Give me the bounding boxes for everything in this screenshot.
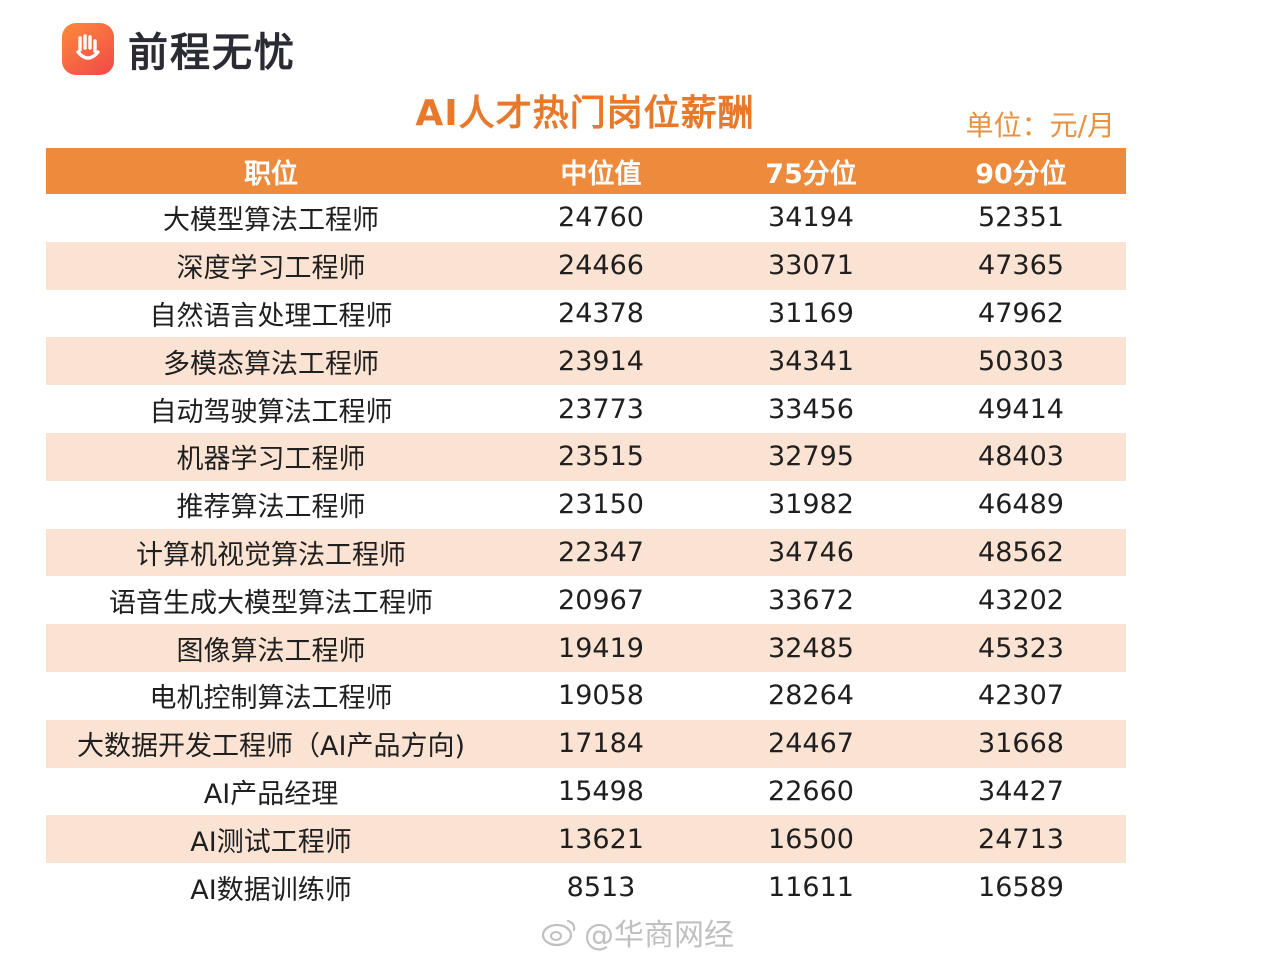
cell-position: 语音生成大模型算法工程师 — [109, 587, 433, 619]
cell-p75: 33071 — [768, 250, 854, 282]
cell-p75: 34341 — [768, 345, 854, 377]
cell-p75: 31169 — [768, 297, 854, 329]
cell-position: 深度学习工程师 — [176, 253, 366, 285]
column-header-p75: 75分位 — [765, 158, 857, 190]
cell-p75: 34746 — [768, 536, 854, 568]
column-header-median: 中位值 — [560, 158, 642, 190]
cell-median: 19058 — [558, 680, 644, 712]
cell-median: 24378 — [558, 297, 644, 329]
unit-label: 单位：元/月 — [965, 109, 1115, 142]
cell-position: 大数据开发工程师（AI产品方向) — [77, 731, 465, 763]
brand-logo: 前程无忧 — [62, 20, 296, 78]
cell-p75: 34194 — [768, 202, 854, 234]
table-row: AI数据训练师 8513 11611 16589 — [46, 863, 1126, 911]
table-row: AI产品经理 15498 22660 34427 — [46, 768, 1126, 816]
cell-position: AI测试工程师 — [190, 826, 352, 858]
hand-smile-logo-icon — [62, 23, 114, 75]
salary-table: 职位 中位值 75分位 90分位 大模型算法工程师 24760 34194 52351… — [46, 148, 1126, 911]
cell-p75: 32795 — [768, 441, 854, 473]
table-row: 推荐算法工程师 23150 31982 46489 — [46, 481, 1126, 529]
table-row: 机器学习工程师 23515 32795 48403 — [46, 432, 1126, 481]
brand-name: 前程无忧 — [128, 30, 296, 76]
weibo-watermark: @华商网经 — [540, 910, 734, 954]
cell-position: 自动驾驶算法工程师 — [149, 396, 393, 428]
table-row: 自动驾驶算法工程师 23773 33456 49414 — [46, 385, 1126, 433]
cell-p90: 46489 — [978, 489, 1064, 521]
cell-median: 8513 — [566, 871, 636, 903]
cell-p75: 31982 — [768, 489, 854, 521]
cell-position: 机器学习工程师 — [176, 444, 366, 476]
cell-median: 24466 — [558, 250, 644, 282]
table-header: 职位 中位值 75分位 90分位 — [46, 148, 1126, 194]
cell-median: 20967 — [558, 584, 644, 616]
table-row: 自然语言处理工程师 24378 31169 47962 — [46, 290, 1126, 338]
cell-p90: 24713 — [978, 823, 1064, 855]
cell-position: 计算机视觉算法工程师 — [136, 539, 406, 571]
cell-position: 大模型算法工程师 — [163, 205, 379, 237]
watermark-text: @华商网经 — [584, 918, 734, 953]
cell-median: 13621 — [558, 823, 644, 855]
chart-title: AI人才热门岗位薪酬 — [415, 93, 755, 134]
column-header-position: 职位 — [244, 158, 298, 190]
cell-median: 24760 — [558, 202, 644, 234]
cell-position: 推荐算法工程师 — [176, 492, 366, 524]
cell-p75: 33456 — [768, 393, 854, 425]
cell-p90: 49414 — [978, 393, 1064, 425]
table-row: 语音生成大模型算法工程师 20967 33672 43202 — [46, 576, 1126, 624]
cell-median: 23150 — [558, 489, 644, 521]
cell-position: AI数据训练师 — [190, 874, 352, 906]
cell-p90: 42307 — [978, 680, 1064, 712]
table-row: 计算机视觉算法工程师 22347 34746 48562 — [46, 528, 1126, 577]
cell-median: 15498 — [558, 775, 644, 807]
cell-position: 图像算法工程师 — [176, 635, 366, 667]
cell-p75: 11611 — [768, 871, 854, 903]
table-row: 大数据开发工程师（AI产品方向) 17184 24467 31668 — [46, 719, 1126, 768]
cell-median: 19419 — [558, 632, 644, 664]
cell-p75: 16500 — [768, 823, 854, 855]
table-row: 电机控制算法工程师 19058 28264 42307 — [46, 672, 1126, 720]
cell-position: 自然语言处理工程师 — [149, 300, 393, 332]
weibo-icon — [541, 919, 576, 947]
cell-position: 电机控制算法工程师 — [149, 683, 393, 715]
table-row: 深度学习工程师 24466 33071 47365 — [46, 241, 1126, 290]
table-row: AI测试工程师 13621 16500 24713 — [46, 815, 1126, 864]
cell-p90: 31668 — [978, 728, 1064, 760]
cell-p75: 32485 — [768, 632, 854, 664]
table-body: 大模型算法工程师 24760 34194 52351 深度学习工程师 24466 33071… — [46, 194, 1126, 911]
cell-p90: 43202 — [978, 584, 1064, 616]
cell-p90: 45323 — [978, 632, 1064, 664]
cell-p90: 47365 — [978, 250, 1064, 282]
cell-median: 22347 — [558, 536, 644, 568]
cell-median: 23515 — [558, 441, 644, 473]
cell-position: AI产品经理 — [203, 778, 339, 810]
cell-median: 17184 — [558, 728, 644, 760]
cell-p75: 24467 — [768, 728, 854, 760]
table-row: 多模态算法工程师 23914 34341 50303 — [46, 337, 1126, 386]
cell-p75: 33672 — [768, 584, 854, 616]
column-header-p90: 90分位 — [975, 158, 1067, 190]
cell-median: 23914 — [558, 345, 644, 377]
cell-p90: 48562 — [978, 536, 1064, 568]
cell-p90: 48403 — [978, 441, 1064, 473]
cell-position: 多模态算法工程师 — [163, 348, 379, 380]
table-row: 大模型算法工程师 24760 34194 52351 — [46, 194, 1126, 242]
cell-p90: 50303 — [978, 345, 1064, 377]
cell-median: 23773 — [558, 393, 644, 425]
cell-p75: 28264 — [768, 680, 854, 712]
cell-p75: 22660 — [768, 775, 854, 807]
cell-p90: 16589 — [978, 871, 1064, 903]
cell-p90: 47962 — [978, 297, 1064, 329]
table-row: 图像算法工程师 19419 32485 45323 — [46, 624, 1126, 672]
cell-p90: 34427 — [978, 775, 1064, 807]
cell-p90: 52351 — [978, 202, 1064, 234]
